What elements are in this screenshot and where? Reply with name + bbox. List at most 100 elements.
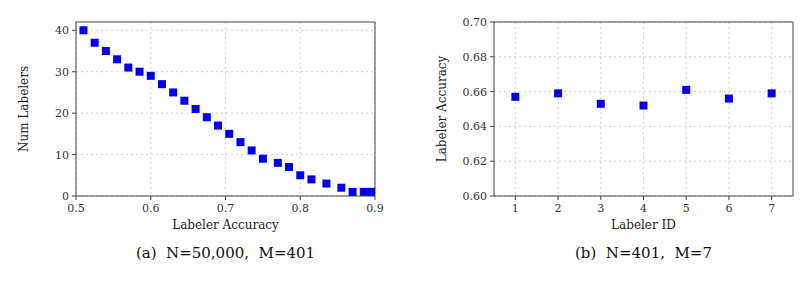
chart-container: 0.50.60.70.80.9010203040Labeler Accuracy… (0, 0, 805, 306)
point (367, 188, 375, 196)
point (337, 184, 345, 192)
x-axis-label: Labeler ID (611, 218, 676, 232)
x-tick-label: 5 (683, 202, 690, 215)
point (285, 163, 293, 171)
grid-line-y (494, 56, 793, 57)
points (511, 86, 775, 110)
y-tick-label: 20 (55, 107, 69, 120)
x-tick-label: 1 (512, 202, 519, 215)
points (79, 26, 375, 196)
x-tick-label: 7 (768, 202, 775, 215)
x-tick-label: 2 (555, 202, 562, 215)
grid-line-y (76, 30, 375, 31)
grid-line-x (728, 22, 729, 196)
y-tick-label: 40 (55, 24, 69, 37)
point (274, 159, 282, 167)
caption: (a) N=50,000, M=401 (136, 244, 315, 262)
point (214, 122, 222, 130)
grid-line-y (76, 71, 375, 72)
point (203, 113, 211, 121)
y-tick-label: 0.68 (463, 51, 488, 64)
grid-line-y (494, 91, 793, 92)
point (158, 80, 166, 88)
x-tick-label: 0.5 (67, 202, 85, 215)
grid-line-x (515, 22, 516, 196)
point (554, 89, 562, 97)
point (236, 138, 244, 146)
y-tick-label: 10 (55, 149, 69, 162)
grid-line-y (76, 113, 375, 114)
grid-line-x (771, 22, 772, 196)
grid-line-x (558, 22, 559, 196)
point (768, 89, 776, 97)
point (597, 100, 605, 108)
x-tick-label: 0.9 (366, 202, 384, 215)
plot-frame (76, 22, 375, 196)
grid-line-x (600, 22, 601, 196)
point (225, 130, 233, 138)
grid (494, 22, 793, 196)
x-tick (375, 196, 376, 200)
x-tick (300, 196, 301, 200)
point (307, 175, 315, 183)
x-tick (515, 196, 516, 200)
grid-line-x (150, 22, 151, 196)
y-tick (490, 91, 494, 92)
y-tick-label: 0.62 (463, 155, 488, 168)
point (248, 146, 256, 154)
point (511, 93, 519, 101)
y-tick (72, 30, 76, 31)
panel: 0.50.60.70.80.9010203040Labeler Accuracy… (17, 22, 384, 262)
point (682, 86, 690, 94)
chart-svg: 0.50.60.70.80.9010203040Labeler Accuracy… (0, 0, 805, 306)
y-tick-label: 0 (62, 190, 69, 203)
panel: 12345670.600.620.640.660.680.70Labeler I… (435, 16, 793, 262)
x-tick (558, 196, 559, 200)
x-tick-label: 0.6 (142, 202, 160, 215)
y-tick (490, 22, 494, 23)
point (192, 105, 200, 113)
grid-line-y (76, 154, 375, 155)
ticks: 12345670.600.620.640.660.680.70 (463, 16, 776, 215)
x-tick (150, 196, 151, 200)
ticks: 0.50.60.70.80.9010203040 (55, 24, 384, 215)
plot-frame (494, 22, 793, 196)
x-tick-label: 0.8 (292, 202, 310, 215)
y-axis-label: Num Labelers (17, 66, 31, 152)
x-tick-label: 3 (597, 202, 604, 215)
x-tick-label: 0.7 (217, 202, 235, 215)
x-tick (728, 196, 729, 200)
point (180, 97, 188, 105)
point (124, 64, 132, 72)
point (147, 72, 155, 80)
x-tick-label: 4 (640, 202, 647, 215)
point (136, 68, 144, 76)
x-tick (686, 196, 687, 200)
point (725, 95, 733, 103)
y-tick (490, 196, 494, 197)
x-tick (225, 196, 226, 200)
y-tick (72, 154, 76, 155)
y-tick (490, 126, 494, 127)
x-tick (643, 196, 644, 200)
grid-line-x (225, 22, 226, 196)
y-tick-label: 0.66 (463, 86, 488, 99)
point (322, 180, 330, 188)
x-tick-label: 6 (725, 202, 732, 215)
caption: (b) N=401, M=7 (575, 244, 712, 262)
point (113, 55, 121, 63)
point (259, 155, 267, 163)
y-tick (490, 161, 494, 162)
point (91, 39, 99, 47)
y-tick (72, 196, 76, 197)
point (349, 188, 357, 196)
x-axis-label: Labeler Accuracy (172, 218, 279, 232)
point (169, 88, 177, 96)
point (296, 171, 304, 179)
y-tick-label: 0.70 (463, 16, 488, 29)
grid-line-y (494, 126, 793, 127)
x-tick (771, 196, 772, 200)
y-tick (72, 71, 76, 72)
x-tick (600, 196, 601, 200)
y-tick (72, 113, 76, 114)
